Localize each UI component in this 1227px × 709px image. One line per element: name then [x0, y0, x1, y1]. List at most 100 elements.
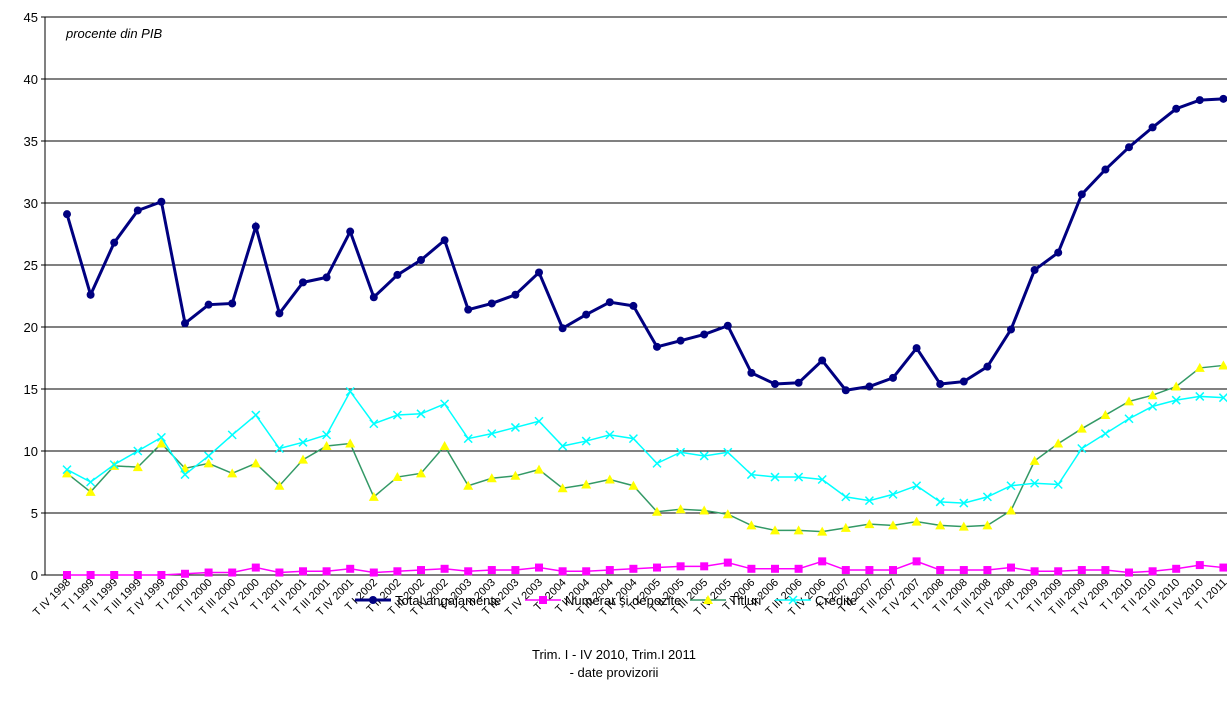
data-point [1053, 479, 1063, 490]
data-point [369, 568, 378, 577]
data-point [204, 568, 213, 577]
data-point [746, 520, 757, 530]
data-point [558, 441, 568, 451]
data-point [156, 432, 166, 442]
legend-label: Numerar şi depozite [565, 593, 681, 608]
data-point [181, 569, 189, 578]
data-point [369, 293, 378, 302]
data-point [439, 441, 450, 451]
data-point [864, 519, 875, 529]
y-tick-label: 10 [24, 444, 38, 459]
data-point [700, 330, 709, 339]
data-point [1007, 563, 1015, 572]
data-point [699, 451, 709, 461]
data-point [771, 564, 779, 573]
series-line [66, 364, 1224, 533]
data-point [771, 380, 779, 389]
data-point [393, 270, 402, 279]
data-point [440, 399, 450, 409]
data-point [888, 520, 898, 530]
data-point [487, 566, 496, 575]
data-point [723, 447, 733, 457]
data-point [653, 563, 661, 572]
data-point [1007, 325, 1015, 334]
data-point [345, 386, 355, 397]
data-point [204, 300, 213, 309]
data-point [180, 470, 190, 480]
data-point [486, 473, 497, 483]
data-point [346, 564, 355, 573]
data-point [794, 378, 803, 387]
legend-label: Titluri [730, 593, 761, 608]
data-point [817, 526, 828, 536]
data-point [86, 571, 95, 579]
data-point [204, 451, 214, 461]
data-point [605, 298, 614, 307]
data-point [1148, 401, 1158, 411]
data-point [653, 342, 661, 351]
data-point [157, 571, 166, 579]
data-point [275, 309, 284, 318]
data-point [1219, 94, 1227, 103]
data-point [1148, 567, 1157, 576]
legend-marker [788, 595, 798, 605]
data-point [1030, 265, 1039, 274]
data-point [133, 446, 143, 456]
data-point [322, 430, 332, 440]
data-point [629, 301, 638, 310]
data-point [840, 522, 851, 532]
y-tick-label: 0 [31, 568, 38, 583]
data-point [1054, 248, 1063, 257]
data-point [865, 566, 874, 575]
data-point [228, 568, 237, 577]
data-point [770, 525, 780, 535]
data-point [227, 468, 238, 478]
data-point [936, 566, 945, 575]
data-point [510, 470, 521, 480]
legend-marker [539, 596, 547, 604]
data-point [85, 486, 96, 496]
data-point [817, 474, 827, 485]
data-point [274, 443, 284, 454]
data-point [723, 321, 732, 330]
data-point [889, 566, 897, 575]
data-point [935, 497, 945, 507]
data-point [1124, 396, 1134, 406]
data-point [86, 290, 95, 299]
data-point [1195, 391, 1205, 401]
data-point [959, 566, 968, 575]
data-point [958, 521, 969, 531]
y-tick-label: 15 [24, 382, 38, 397]
data-point [299, 278, 307, 287]
data-point [322, 567, 331, 576]
data-point [535, 268, 543, 277]
data-point [912, 557, 921, 566]
data-point [416, 409, 426, 419]
data-point [110, 571, 119, 579]
note: Trim. I - IV 2010, Trim.I 2011 [532, 647, 696, 662]
data-point [558, 567, 567, 576]
data-point [251, 410, 261, 420]
series-line [66, 390, 1224, 504]
data-point [1076, 423, 1087, 433]
data-point [982, 492, 992, 502]
data-point [1195, 96, 1204, 105]
data-point [228, 299, 237, 308]
data-point [132, 462, 143, 472]
data-point [959, 377, 968, 386]
data-point [581, 436, 591, 446]
data-point [582, 567, 591, 576]
data-point [1194, 362, 1205, 372]
data-point [1147, 390, 1158, 400]
data-point [1030, 567, 1039, 576]
data-point [581, 479, 592, 489]
legend-label: Total angajamente [395, 593, 501, 608]
data-point [1125, 568, 1133, 577]
data-point [1171, 381, 1182, 391]
data-point [912, 344, 921, 353]
y-tick-label: 30 [24, 196, 38, 211]
data-point [1077, 566, 1086, 575]
data-point [794, 564, 803, 573]
data-point [510, 422, 520, 432]
data-point [959, 498, 969, 508]
